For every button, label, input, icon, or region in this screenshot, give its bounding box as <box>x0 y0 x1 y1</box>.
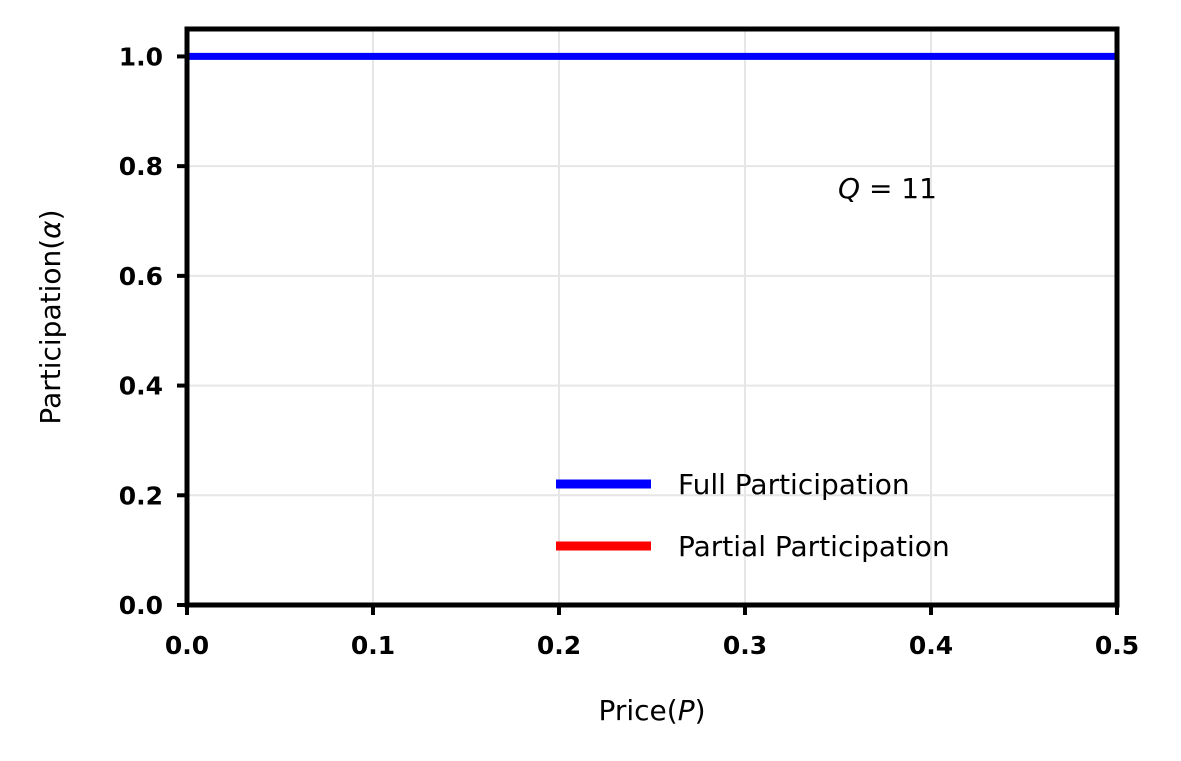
legend: Full Participation Partial Participation <box>556 468 950 563</box>
x-tick-label: 0.0 <box>165 631 209 660</box>
x-axis-title: Price(P) <box>598 694 705 727</box>
y-tick-label: 1.0 <box>119 42 163 71</box>
x-tick-label: 0.3 <box>723 631 767 660</box>
x-tick-label: 0.2 <box>537 631 581 660</box>
grid <box>186 29 1118 606</box>
y-tick-label: 0.2 <box>119 481 163 510</box>
legend-label: Full Participation <box>678 468 910 501</box>
y-tick-label: 0.0 <box>119 591 163 620</box>
x-tick-label: 0.5 <box>1095 631 1139 660</box>
axis-ticks: 0.0 0.1 0.2 0.3 0.4 0.5 0.0 0.2 0.4 0.6 0.8 1.0 <box>119 42 1139 660</box>
y-tick-label: 0.4 <box>119 372 163 401</box>
plot-frame <box>184 26 1120 608</box>
x-tick-label: 0.4 <box>909 631 953 660</box>
y-axis-title: Participation(α) <box>34 209 67 424</box>
x-tick-label: 0.1 <box>351 631 395 660</box>
legend-label: Partial Participation <box>678 530 950 563</box>
y-tick-label: 0.8 <box>119 152 163 181</box>
y-tick-label: 0.6 <box>119 262 163 291</box>
q-annotation: Q = 11 <box>838 172 937 205</box>
